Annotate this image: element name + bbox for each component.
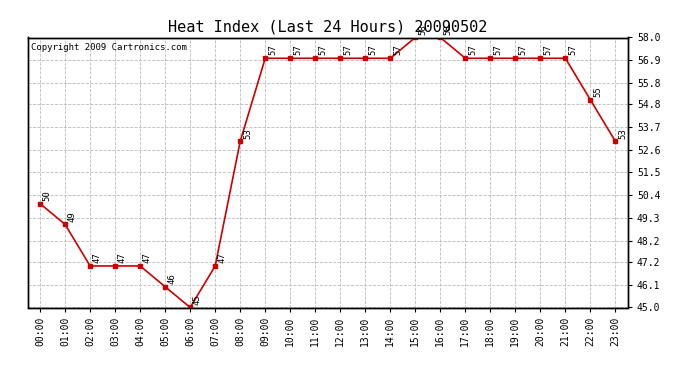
Text: 57: 57 bbox=[568, 45, 577, 56]
Text: Copyright 2009 Cartronics.com: Copyright 2009 Cartronics.com bbox=[30, 43, 186, 52]
Text: 57: 57 bbox=[543, 45, 552, 56]
Text: 57: 57 bbox=[393, 45, 402, 56]
Text: 55: 55 bbox=[593, 86, 602, 97]
Text: 57: 57 bbox=[518, 45, 527, 56]
Text: 58: 58 bbox=[443, 24, 452, 35]
Text: 46: 46 bbox=[168, 273, 177, 284]
Text: 45: 45 bbox=[193, 294, 202, 305]
Text: 47: 47 bbox=[93, 252, 102, 263]
Text: 47: 47 bbox=[118, 252, 127, 263]
Text: 57: 57 bbox=[293, 45, 302, 56]
Text: 57: 57 bbox=[318, 45, 327, 56]
Title: Heat Index (Last 24 Hours) 20090502: Heat Index (Last 24 Hours) 20090502 bbox=[168, 20, 487, 35]
Text: 57: 57 bbox=[368, 45, 377, 56]
Text: 58: 58 bbox=[418, 24, 427, 35]
Text: 57: 57 bbox=[343, 45, 352, 56]
Text: 57: 57 bbox=[268, 45, 277, 56]
Text: 50: 50 bbox=[43, 190, 52, 201]
Text: 53: 53 bbox=[618, 128, 627, 139]
Text: 57: 57 bbox=[468, 45, 477, 56]
Text: 47: 47 bbox=[143, 252, 152, 263]
Text: 57: 57 bbox=[493, 45, 502, 56]
Text: 53: 53 bbox=[243, 128, 252, 139]
Text: 47: 47 bbox=[218, 252, 227, 263]
Text: 49: 49 bbox=[68, 211, 77, 222]
